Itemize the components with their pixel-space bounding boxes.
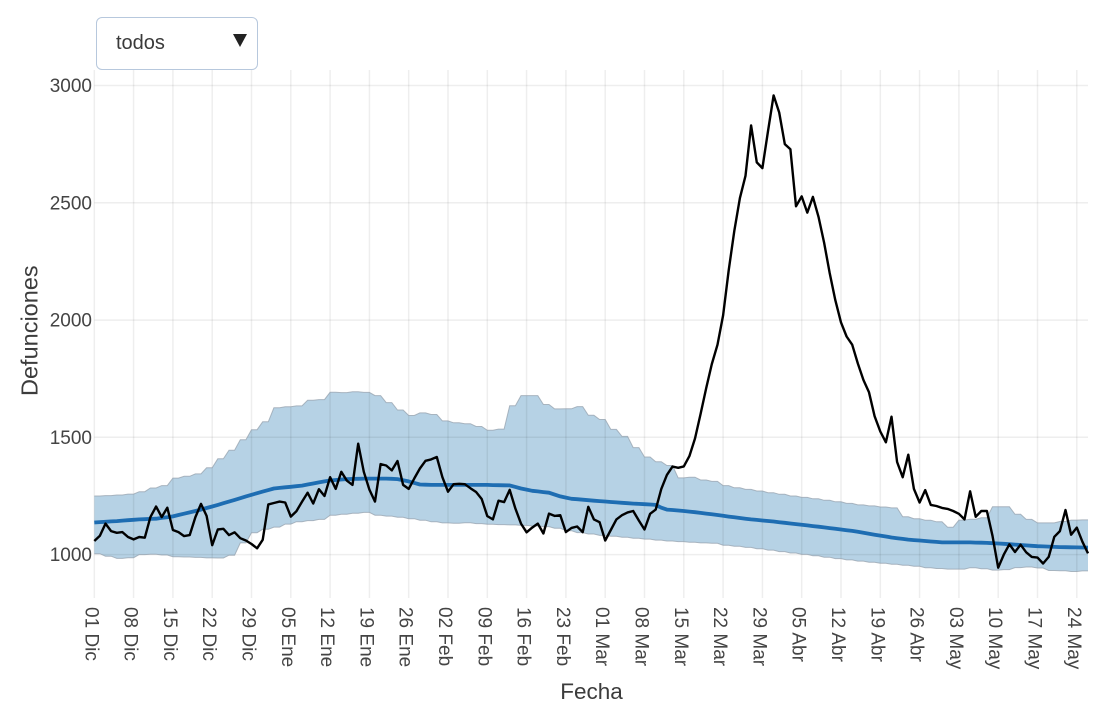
svg-text:05 Abr: 05 Abr [788,607,809,663]
svg-text:12 Ene: 12 Ene [316,607,337,667]
svg-text:23 Feb: 23 Feb [552,607,573,666]
svg-text:26 Abr: 26 Abr [906,607,927,663]
svg-text:16 Feb: 16 Feb [513,607,534,666]
svg-text:02 Feb: 02 Feb [434,607,455,666]
svg-text:12 Abr: 12 Abr [827,607,848,663]
svg-text:03 May: 03 May [945,607,966,670]
svg-text:Defunciones: Defunciones [17,265,43,396]
svg-text:01 Mar: 01 Mar [591,607,612,667]
svg-text:26 Ene: 26 Ene [395,607,416,667]
svg-text:2500: 2500 [50,193,92,214]
svg-text:24 May: 24 May [1063,607,1084,670]
svg-text:1500: 1500 [50,428,92,449]
svg-text:17 May: 17 May [1024,607,1045,670]
svg-text:22 Dic: 22 Dic [198,607,219,661]
svg-text:2000: 2000 [50,311,92,332]
svg-text:19 Ene: 19 Ene [355,607,376,667]
svg-text:3000: 3000 [50,76,92,97]
svg-text:22 Mar: 22 Mar [709,607,730,667]
svg-text:Fecha: Fecha [560,679,623,704]
svg-text:05 Ene: 05 Ene [277,607,298,667]
svg-text:19 Abr: 19 Abr [866,607,887,663]
svg-text:10 May: 10 May [984,607,1005,670]
svg-text:15 Mar: 15 Mar [670,607,691,667]
svg-text:08 Dic: 08 Dic [120,607,141,661]
svg-text:01 Dic: 01 Dic [80,607,101,661]
svg-text:29 Mar: 29 Mar [748,607,769,667]
svg-text:08 Mar: 08 Mar [631,607,652,667]
svg-text:1000: 1000 [50,545,92,566]
svg-text:09 Feb: 09 Feb [473,607,494,666]
svg-text:29 Dic: 29 Dic [238,607,259,661]
svg-text:15 Dic: 15 Dic [159,607,180,661]
